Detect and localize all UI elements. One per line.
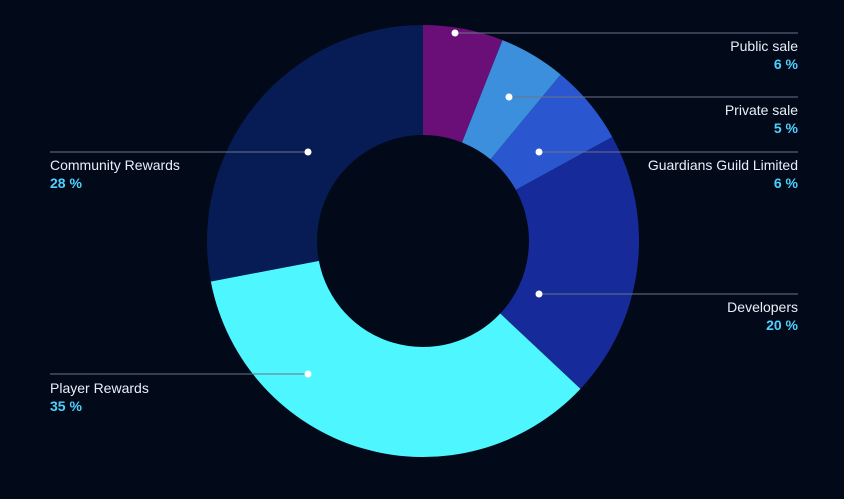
slice-community-rewards: [207, 25, 423, 282]
leader-dot-developers: [535, 290, 543, 298]
label-developers: Developers 20 %: [727, 298, 798, 334]
slice-percent-text: 5 %: [773, 120, 798, 136]
label-community-rewards: Community Rewards 28 %: [50, 156, 180, 192]
label-private-sale: Private sale 5 %: [725, 101, 798, 137]
slice-label-text: Public sale: [730, 38, 798, 54]
leader-dot-guardians-guild-limited: [535, 148, 543, 156]
slice-player-rewards: [210, 260, 581, 457]
slice-developers: [500, 136, 639, 389]
slice-label-text: Private sale: [724, 102, 798, 118]
slice-percent-text: 20 %: [766, 317, 798, 333]
slice-label-text: Community Rewards: [50, 157, 180, 173]
label-guardians-guild-limited: Guardians Guild Limited 6 %: [648, 156, 798, 192]
slice-public-sale: [423, 25, 503, 143]
slice-percent-text: 6 %: [773, 56, 798, 72]
slice-percent-text: 35 %: [50, 398, 82, 414]
slice-private-sale: [462, 40, 561, 160]
slice-label-text: Guardians Guild Limited: [647, 157, 798, 173]
leader-dot-private-sale: [505, 93, 513, 101]
slice-label-text: Player Rewards: [50, 380, 149, 396]
slice-percent-text: 6 %: [773, 175, 798, 191]
leader-dot-public-sale: [451, 29, 459, 37]
slice-label-text: Developers: [727, 299, 798, 315]
leader-dot-community-rewards: [304, 148, 312, 156]
leader-dot-player-rewards: [304, 370, 312, 378]
slice-guardians-guild-limited: [490, 74, 613, 190]
slice-percent-text: 28 %: [50, 175, 82, 191]
label-player-rewards: Player Rewards 35 %: [50, 379, 149, 415]
label-public-sale: Public sale 6 %: [730, 37, 798, 73]
